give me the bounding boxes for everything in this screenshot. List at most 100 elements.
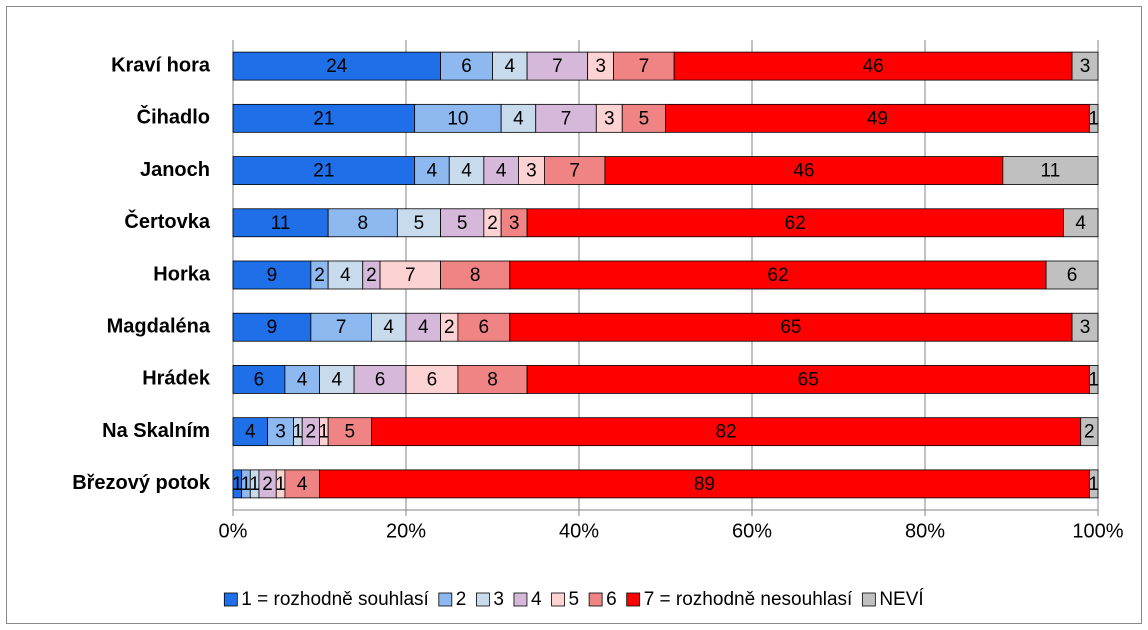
legend-swatch [475,592,490,607]
value-label: 8 [487,369,498,390]
value-label: 3 [526,161,537,182]
bar-segment [353,365,407,394]
legend-label: NEVÍ [879,589,924,610]
bar-segment [327,208,398,238]
value-label: 4 [297,369,308,390]
value-label: 6 [427,369,438,390]
bar-segment [544,156,606,185]
bar-segment [665,103,1090,133]
legend-swatch [551,592,565,607]
value-label: 9 [267,317,278,338]
bar-segment [284,469,320,499]
value-label: 5 [457,213,468,234]
value-label: 7 [552,56,563,77]
bar-segment [1045,260,1099,290]
bar-segment [1071,51,1099,81]
value-label: 11 [271,213,291,234]
legend-label: 2 [456,589,467,610]
value-label: 62 [767,265,788,286]
value-label: 89 [694,474,715,495]
value-label: 1 [293,422,304,443]
legend: 1 = rozhodně souhlasí 2 3 4 5 6 7 = rozhodně n… [223,589,924,610]
bar-segment [370,312,407,342]
bar-segment [1002,156,1099,185]
value-label: 1 [319,422,330,443]
value-label: 1 [232,474,243,495]
value-label: 3 [1080,56,1091,77]
bar-segment [327,260,364,290]
bar-segment [448,156,485,185]
bar-segment [1063,208,1099,238]
bar-segment [319,469,1090,499]
value-label: 7 [639,56,650,77]
bar-segment [232,365,286,394]
bar-segment [414,156,450,185]
value-label: 4 [505,56,516,77]
category-label: Horka [153,263,211,285]
value-label: 4 [496,161,507,182]
value-label: 1 [1088,474,1099,495]
legend-swatch [223,592,238,607]
value-label: 65 [798,369,819,390]
value-label: 6 [254,369,265,390]
value-label: 2 [444,317,455,338]
value-label: 5 [414,213,425,234]
value-label: 4 [332,369,343,390]
x-tick-label: 40% [559,520,599,542]
bar-segment [370,417,1082,447]
legend-label: 3 [493,589,504,610]
legend-swatch [626,592,641,607]
bar-segment [1080,417,1099,447]
value-label: 3 [604,108,615,129]
bar-segment [310,312,372,342]
bar-segment [267,417,294,447]
value-label: 46 [793,161,814,182]
value-label: 62 [785,213,806,234]
category-label: Magdaléna [107,316,211,338]
bar-segment [457,312,511,342]
bar-segment [1071,312,1099,342]
value-label: 7 [336,317,347,338]
value-label: 11 [1041,161,1061,182]
value-label: 10 [447,108,468,129]
bar-segment [327,417,372,447]
bar-segment [284,365,320,394]
value-label: 4 [297,474,308,495]
value-label: 2 [314,265,325,286]
value-label: 1 [275,474,286,495]
value-label: 6 [461,56,472,77]
value-label: 2 [1084,422,1095,443]
x-tick-label: 60% [732,520,772,542]
bar-segment [483,156,519,185]
bar-segment [396,208,442,238]
legend-swatch [438,592,453,607]
bar-segment [1088,365,1099,394]
bar-segment [457,365,528,394]
bar-segment [405,312,441,342]
value-label: 4 [340,265,351,286]
bar-segment [595,103,623,133]
value-label: 4 [383,317,394,338]
legend-label: 5 [569,589,580,610]
legend-swatch [861,592,876,607]
value-label: 1 [249,474,260,495]
value-label: 9 [267,265,278,286]
bar-segment [440,51,493,81]
category-label: Na Skalním [102,420,210,442]
value-label: 24 [326,56,348,77]
bar-segment [673,51,1073,81]
value-label: 5 [344,422,355,443]
bar-segment [232,103,416,133]
bar-segment [319,365,355,394]
value-label: 2 [262,474,273,495]
value-label: 4 [418,317,429,338]
legend-label: 6 [606,589,617,610]
category-label: Hrádek [142,368,211,390]
bar-segment [613,51,675,81]
category-label: Janoch [140,159,210,181]
value-label: 21 [313,108,334,129]
bar-segment [232,156,416,185]
value-label: 1 [241,474,252,495]
bar-segment [414,103,502,133]
